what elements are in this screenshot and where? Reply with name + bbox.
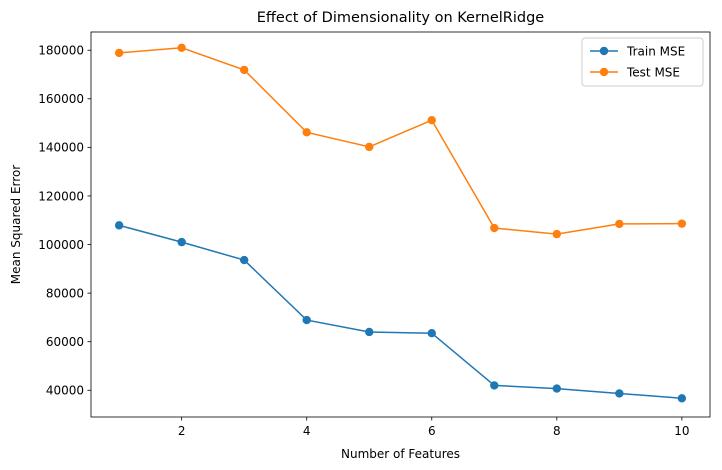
- series-line-0: [118, 224, 682, 400]
- series-line-1: [119, 47, 682, 235]
- x-tick-label-3: 8: [553, 424, 561, 438]
- data-point-1-3: [302, 128, 311, 137]
- data-point-0-4: [365, 327, 374, 337]
- legend-box: [581, 37, 704, 87]
- y-tick-label-1: 60000: [46, 335, 84, 349]
- data-point-0-3: [302, 315, 311, 325]
- data-point-0-8: [615, 389, 624, 398]
- data-point-1-4: [365, 142, 374, 152]
- x-tick-label-4: 10: [674, 424, 689, 438]
- plot-area: [114, 43, 687, 403]
- legend-label-1: Test MSE: [626, 65, 680, 79]
- axes: 2 4 6 8 10 40000 60000 80000 100000 120000 140000 1…: [38, 31, 711, 438]
- legend-marker-0: [599, 46, 609, 56]
- data-point-0-1: [177, 237, 186, 247]
- data-point-1-8: [615, 219, 624, 229]
- data-point-1-9: [677, 219, 687, 228]
- y-axis-label: Mean Squared Error: [9, 165, 23, 285]
- x-tick-label-1: 4: [303, 424, 311, 438]
- y-tick-label-5: 140000: [38, 141, 84, 155]
- data-point-1-0: [114, 48, 124, 58]
- data-point-0-5: [427, 328, 436, 338]
- y-tick-label-7: 180000: [38, 44, 84, 58]
- y-tick-label-2: 80000: [46, 286, 84, 300]
- data-point-1-6: [490, 223, 499, 233]
- data-point-1-2: [239, 65, 249, 75]
- legend-label-0: Train MSE: [626, 44, 685, 58]
- legend: Train MSE Test MSE: [581, 37, 704, 87]
- legend-marker-1: [599, 67, 609, 77]
- data-point-1-5: [427, 115, 436, 125]
- y-tick-label-4: 120000: [38, 189, 84, 203]
- x-tick-label-0: 2: [178, 424, 186, 438]
- data-point-0-6: [490, 381, 499, 390]
- data-point-0-9: [677, 394, 687, 403]
- x-tick-label-2: 6: [428, 424, 436, 438]
- x-axis-label: Number of Features: [341, 447, 460, 461]
- chart-title: Effect of Dimensionality on KernelRidge: [257, 10, 545, 26]
- data-point-0-7: [552, 384, 562, 393]
- data-point-0-0: [114, 221, 124, 230]
- data-point-1-7: [552, 229, 562, 239]
- y-tick-label-0: 40000: [46, 384, 84, 398]
- data-point-1-1: [177, 43, 186, 52]
- y-tick-label-6: 160000: [38, 92, 84, 106]
- data-point-0-2: [239, 255, 249, 265]
- y-tick-label-3: 100000: [38, 238, 84, 252]
- plot-frame: [90, 31, 711, 418]
